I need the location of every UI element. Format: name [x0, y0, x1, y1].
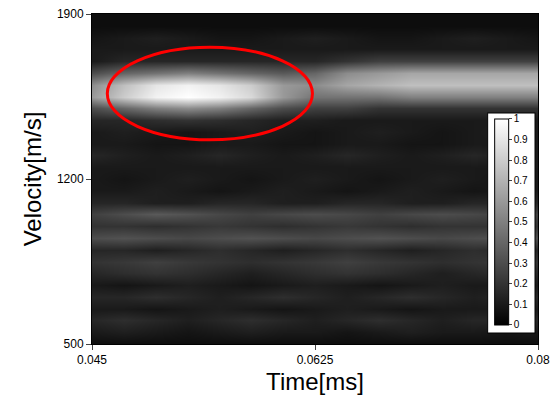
svg-text:Velocity[m/s]: Velocity[m/s] — [19, 112, 46, 247]
svg-text:0.08: 0.08 — [526, 353, 550, 367]
svg-text:0.6: 0.6 — [514, 196, 528, 207]
svg-text:1200: 1200 — [57, 172, 84, 186]
svg-text:0.4: 0.4 — [514, 237, 528, 248]
svg-text:0.5: 0.5 — [514, 216, 528, 227]
svg-text:0.2: 0.2 — [514, 278, 528, 289]
svg-text:Time[ms]: Time[ms] — [266, 368, 364, 395]
svg-text:1: 1 — [514, 113, 520, 124]
svg-text:0.0625: 0.0625 — [297, 353, 334, 367]
svg-text:0.1: 0.1 — [514, 299, 528, 310]
svg-text:500: 500 — [64, 337, 84, 351]
svg-text:0: 0 — [514, 319, 520, 330]
svg-text:0.3: 0.3 — [514, 258, 528, 269]
svg-text:0.045: 0.045 — [77, 353, 107, 367]
svg-text:0.8: 0.8 — [514, 155, 528, 166]
svg-text:0.9: 0.9 — [514, 134, 528, 145]
svg-text:1900: 1900 — [57, 7, 84, 21]
svg-text:0.7: 0.7 — [514, 175, 528, 186]
